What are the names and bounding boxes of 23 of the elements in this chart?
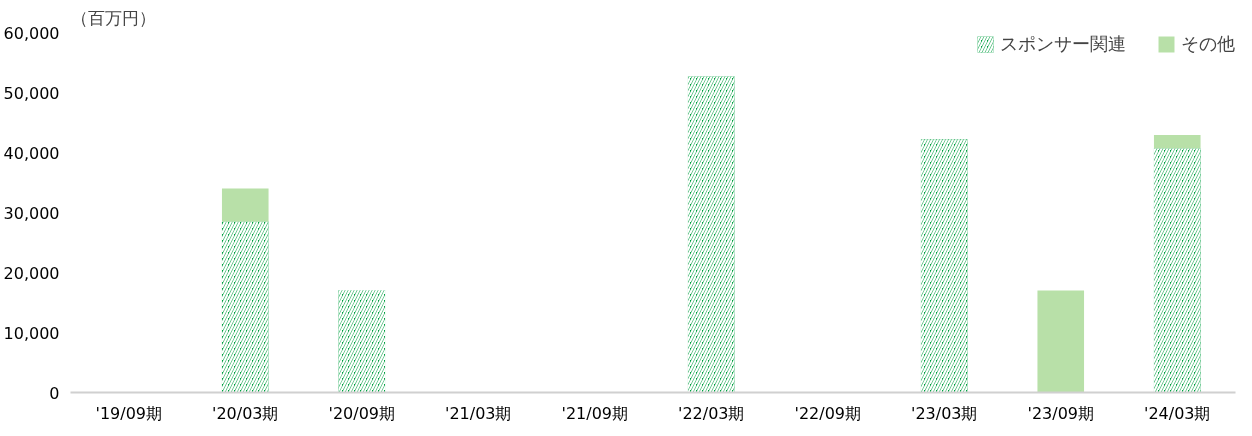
bar [1153, 135, 1201, 149]
y-axis-title: （百万円） [70, 7, 156, 28]
y-tick-label: 30,000 [3, 203, 60, 223]
y-tick-label: 60,000 [3, 23, 60, 43]
x-tick-label: '20/03期 [212, 403, 279, 423]
x-tick-label: '22/09期 [794, 403, 862, 423]
y-tick-label: 40,000 [3, 143, 60, 163]
legend-label: その他 [1181, 32, 1235, 56]
x-tick-label: '19/09期 [95, 403, 163, 423]
x-tick-label: '21/09期 [561, 403, 629, 423]
x-tick-label: '24/03期 [1144, 403, 1211, 423]
y-tick-label: 0 [49, 383, 60, 403]
legend-label: スポンサー関連 [1000, 32, 1126, 56]
x-tick-label: '21/03期 [445, 403, 512, 423]
x-tick-label: '20/09期 [328, 403, 396, 423]
y-tick-label: 20,000 [3, 263, 60, 283]
bar [1037, 290, 1085, 393]
x-tick-label: '22/03期 [678, 403, 745, 423]
y-tick-label: 50,000 [3, 83, 60, 103]
y-tick-label: 10,000 [3, 323, 60, 343]
bar [221, 188, 269, 222]
x-tick-label: '23/09期 [1027, 403, 1095, 423]
x-tick-label: '23/03期 [911, 403, 978, 423]
